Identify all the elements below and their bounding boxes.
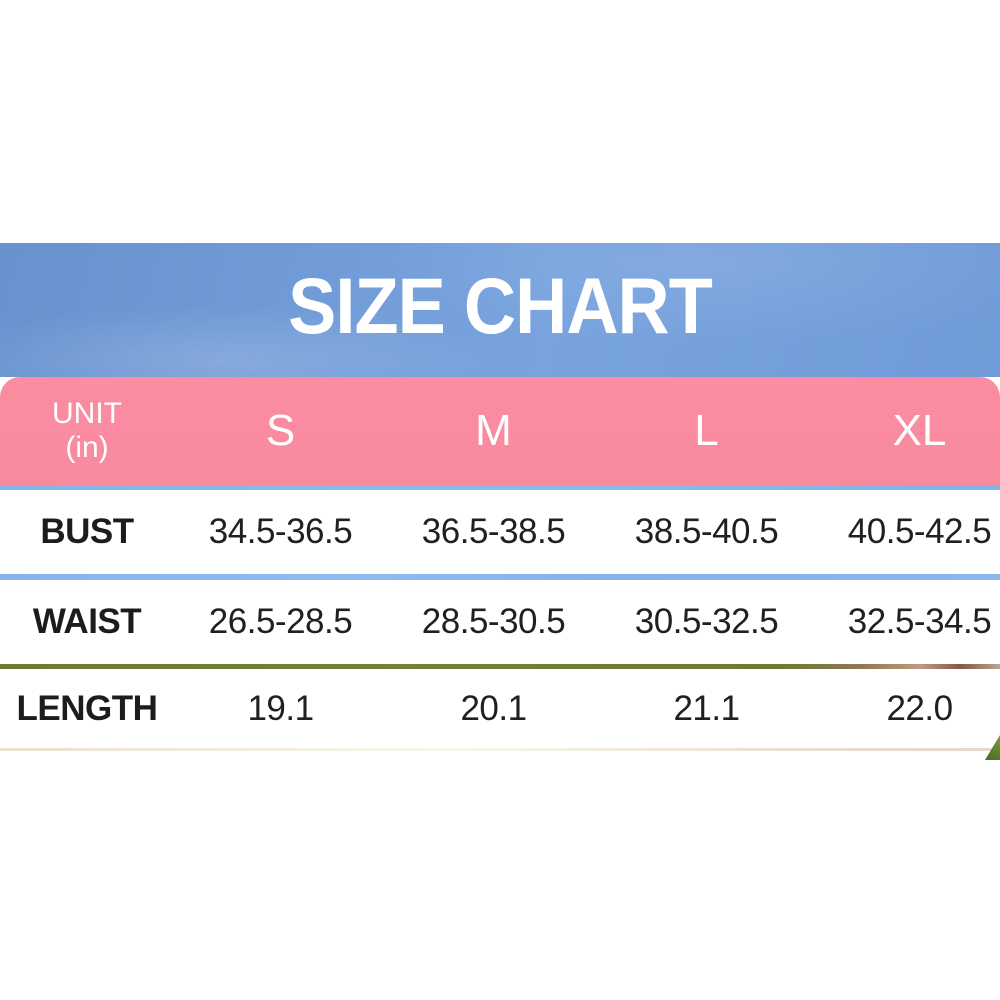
bust-value-s: 34.5-36.5: [208, 512, 353, 551]
waist-value-m: 28.5-30.5: [421, 602, 566, 641]
waist-value-s: 26.5-28.5: [208, 602, 353, 641]
header-columns: UNIT (in) S M L XL: [0, 377, 1000, 485]
divider-bottom-edge: [0, 748, 1000, 751]
column-header-s: S: [265, 406, 296, 455]
length-value-m: 20.1: [460, 688, 527, 728]
table-row-bust: BUST 34.5-36.5 36.5-38.5 38.5-40.5 40.5-…: [0, 490, 1000, 574]
divider-sky-strip-1: [0, 485, 1000, 490]
unit-label-line1: UNIT: [52, 396, 122, 430]
unit-label-line2: (in): [65, 431, 109, 464]
waist-value-l: 30.5-32.5: [634, 602, 779, 641]
length-value-l: 21.1: [673, 688, 740, 728]
table-header-row: UNIT (in) S M L XL: [0, 377, 1000, 485]
length-value-xl: 22.0: [886, 688, 953, 728]
unit-header-cell: UNIT (in): [52, 397, 122, 466]
column-header-xl: XL: [892, 406, 947, 455]
length-value-s: 19.1: [247, 688, 314, 728]
waist-value-xl: 32.5-34.5: [847, 602, 992, 641]
row-label-waist: WAIST: [32, 602, 142, 641]
page-title: SIZE CHART: [288, 261, 713, 351]
bust-value-m: 36.5-38.5: [421, 512, 566, 551]
row-label-length: LENGTH: [16, 688, 158, 728]
divider-sky-strip-2: [0, 574, 1000, 580]
bust-value-l: 38.5-40.5: [634, 512, 779, 551]
table-row-length: LENGTH 19.1 20.1 21.1 22.0: [0, 669, 1000, 748]
bust-value-xl: 40.5-42.5: [847, 512, 992, 551]
title-banner: SIZE CHART: [0, 243, 1000, 377]
table-row-waist: WAIST 26.5-28.5 28.5-30.5 30.5-32.5 32.5…: [0, 580, 1000, 664]
column-header-l: L: [694, 406, 719, 455]
divider-grass-strip: [0, 664, 1000, 669]
row-label-bust: BUST: [40, 512, 134, 551]
column-header-m: M: [475, 406, 512, 455]
